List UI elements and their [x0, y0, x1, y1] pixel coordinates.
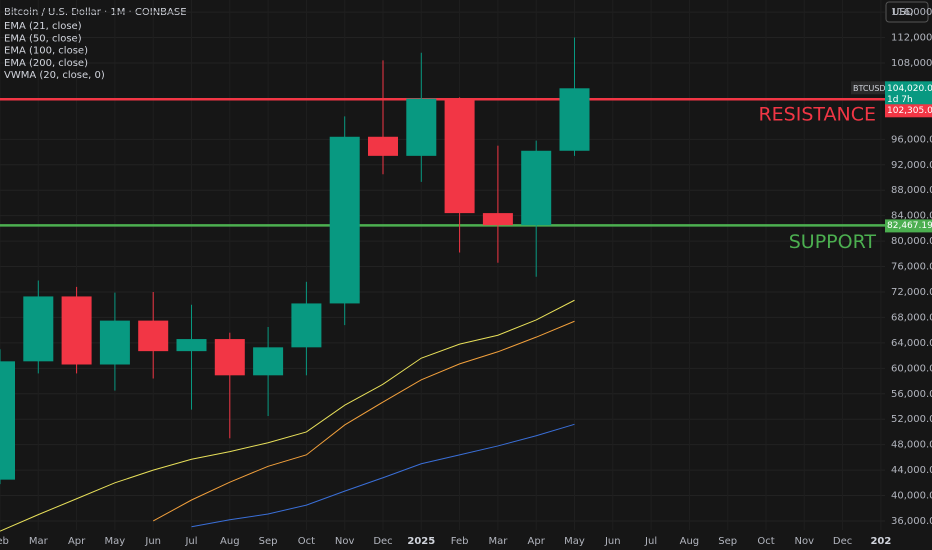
x-tick-label: Mar — [29, 536, 49, 547]
candle-body — [368, 136, 398, 156]
y-tick-label: 80,000.00 — [891, 236, 932, 247]
candle-body — [329, 136, 360, 304]
y-tick-label: 60,000.00 — [891, 363, 932, 374]
level-price-bg — [885, 104, 932, 118]
x-tick-label: Feb — [0, 536, 9, 547]
y-tick-label: 68,000.00 — [891, 312, 932, 323]
x-tick-label: Sep — [259, 536, 278, 547]
level-price: 102,305.05 — [887, 106, 932, 116]
y-tick-label: 56,000.00 — [891, 389, 932, 400]
y-tick-label: 72,000.00 — [891, 287, 932, 298]
x-tick-label: Mar — [488, 536, 508, 547]
x-tick-label: Aug — [220, 536, 240, 547]
candle-body — [176, 339, 207, 352]
candle-body — [444, 98, 475, 214]
y-tick-label: 92,000.00 — [891, 160, 932, 171]
candle-body — [521, 150, 552, 226]
x-tick-label: 202 — [870, 536, 891, 547]
x-tick-label: Dec — [373, 536, 392, 547]
x-tick-label: May — [564, 536, 585, 547]
x-tick-label: Jul — [184, 536, 197, 547]
last-price: 104,020.00 — [887, 84, 932, 94]
y-tick-label: 88,000.00 — [891, 185, 932, 196]
y-tick-label: 84,000.00 — [891, 211, 932, 222]
indicator-line — [191, 423, 575, 528]
candle-body — [61, 296, 92, 365]
y-tick-label: 96,000.00 — [891, 134, 932, 145]
indicator-line — [152, 320, 575, 522]
currency[interactable]: USD — [892, 7, 914, 18]
x-tick-label: Nov — [795, 536, 815, 547]
y-tick-label: 36,000.00 — [891, 516, 932, 527]
symbol-tag: BTCUSD — [853, 84, 886, 93]
legend-entry: EMA (21, close) — [4, 21, 82, 32]
x-tick-label: Jun — [604, 536, 621, 547]
symbol-tag-bg — [851, 81, 885, 95]
y-tick-label: 64,000.00 — [891, 338, 932, 349]
x-tick-label: Sep — [718, 536, 737, 547]
level-text: SUPPORT — [789, 231, 877, 253]
x-tick-label: Apr — [528, 536, 546, 547]
level-price: 82,467.19 — [887, 221, 932, 231]
candle-body — [23, 296, 54, 362]
x-tick-label: Aug — [680, 536, 700, 547]
x-tick-label: May — [105, 536, 126, 547]
y-tick-label: 44,000.00 — [891, 465, 932, 476]
candle-body — [406, 98, 437, 156]
candle-body — [214, 339, 245, 376]
currency-button[interactable] — [885, 1, 929, 23]
indicator-line — [0, 299, 575, 532]
last-price-bg — [885, 81, 932, 107]
x-tick-label: Jul — [644, 536, 657, 547]
plot-area — [0, 11, 885, 522]
legend-entry: EMA (100, close) — [4, 46, 88, 57]
level-text: RESISTANCE — [758, 104, 876, 126]
x-tick-label: 2025 — [407, 536, 435, 547]
y-tick-label: 116,000.00 — [891, 7, 932, 18]
candle-body — [291, 303, 322, 348]
legend-entry: EMA (200, close) — [4, 58, 88, 69]
level-price-bg — [885, 219, 932, 233]
x-tick-label: Nov — [335, 536, 355, 547]
candle-body — [99, 320, 130, 365]
y-tick-label: 48,000.00 — [891, 440, 932, 451]
y-tick-label: 52,000.00 — [891, 414, 932, 425]
candle-body — [0, 361, 15, 480]
countdown: 1d 7h — [887, 95, 913, 105]
x-tick-label: Feb — [451, 536, 469, 547]
x-tick-label: Oct — [298, 536, 315, 547]
candle-body — [253, 347, 284, 376]
y-tick-label: 112,000.00 — [891, 33, 932, 44]
y-tick-label: 40,000.00 — [891, 491, 932, 502]
y-tick-label: 108,000.00 — [891, 58, 932, 69]
x-tick-label: Jun — [144, 536, 161, 547]
legend-entry: EMA (50, close) — [4, 33, 82, 44]
x-tick-label: Oct — [757, 536, 774, 547]
x-tick-label: Dec — [833, 536, 852, 547]
legend-entry: VWMA (20, close, 0) — [4, 70, 105, 81]
x-tick-label: Apr — [68, 536, 86, 547]
candle-body — [138, 320, 169, 352]
candle-body — [482, 213, 513, 226]
candle-body — [559, 88, 590, 151]
y-tick-label: 76,000.00 — [891, 262, 932, 273]
